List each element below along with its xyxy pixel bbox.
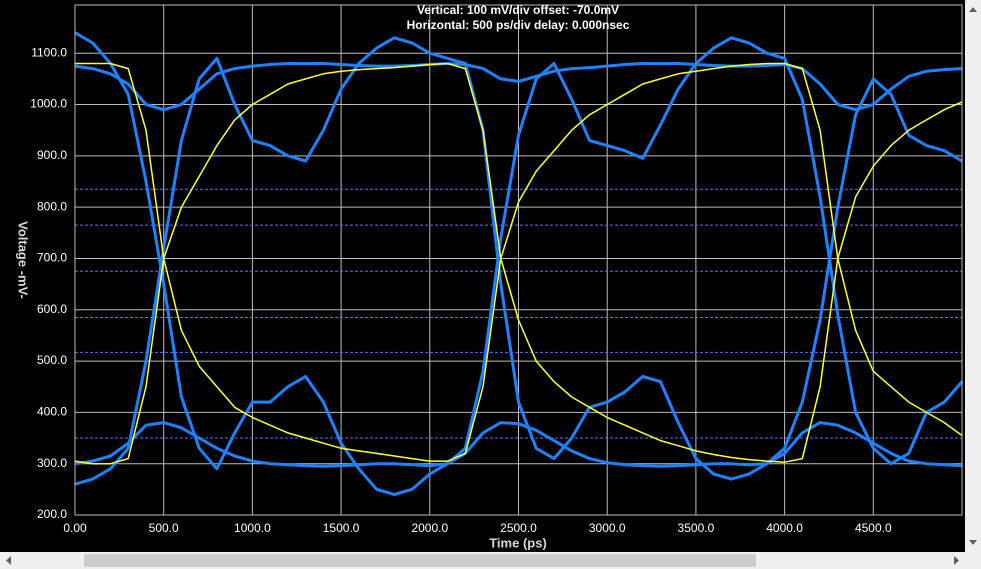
x-tick-label: 1000.0 bbox=[234, 521, 271, 535]
reference-lines bbox=[75, 188, 962, 439]
trace bbox=[75, 62, 963, 462]
scroll-thumb[interactable] bbox=[84, 554, 756, 567]
scroll-left-arrow[interactable] bbox=[6, 556, 11, 565]
y-tick-label: 500.0 bbox=[37, 353, 67, 367]
scroll-down-arrow[interactable] bbox=[969, 540, 977, 545]
trace bbox=[74, 421, 963, 468]
x-tick-label: 2500.0 bbox=[500, 521, 537, 535]
x-tick-label: 3500.0 bbox=[678, 521, 715, 535]
x-tick-label: 2000.0 bbox=[411, 521, 448, 535]
y-axis-label: Voltage -mV- bbox=[16, 221, 31, 299]
trace bbox=[74, 31, 964, 496]
y-tick-label: 1000.0 bbox=[30, 97, 67, 111]
scroll-up-arrow[interactable] bbox=[969, 7, 977, 12]
y-tick-label: 1100.0 bbox=[31, 45, 67, 59]
y-tick-label: 200.0 bbox=[37, 507, 67, 521]
x-tick-label: 1500.0 bbox=[323, 521, 360, 535]
y-tick-label: 600.0 bbox=[37, 302, 67, 316]
plot-frame bbox=[74, 4, 963, 516]
y-tick-label: 300.0 bbox=[37, 456, 67, 470]
scroll-track bbox=[965, 0, 981, 552]
trace bbox=[74, 62, 963, 465]
horizontal-scrollbar[interactable] bbox=[0, 552, 981, 569]
trace bbox=[74, 36, 963, 486]
y-tick-label: 700.0 bbox=[37, 251, 67, 265]
trace bbox=[74, 62, 963, 112]
x-tick-label: 4000.0 bbox=[766, 521, 803, 535]
traces bbox=[74, 31, 964, 496]
x-tick-label: 0.00 bbox=[63, 521, 87, 535]
y-tick-label: 800.0 bbox=[37, 199, 67, 213]
y-tick-label: 400.0 bbox=[37, 405, 67, 419]
vertical-scrollbar[interactable] bbox=[965, 0, 981, 552]
scroll-right-arrow[interactable] bbox=[954, 556, 959, 565]
x-tick-label: 4500.0 bbox=[855, 521, 892, 535]
y-tick-label: 900.0 bbox=[37, 148, 67, 162]
x-axis-label: Time (ps) bbox=[489, 535, 547, 550]
subtitle: Horizontal: 500 ps/div delay: 0.000nsec bbox=[407, 18, 630, 32]
title: Vertical: 100 mV/div offset: -70.0mV bbox=[417, 3, 619, 17]
scroll-corner bbox=[965, 552, 981, 569]
x-tick-label: 3000.0 bbox=[589, 521, 626, 535]
x-tick-label: 500.0 bbox=[149, 521, 179, 535]
